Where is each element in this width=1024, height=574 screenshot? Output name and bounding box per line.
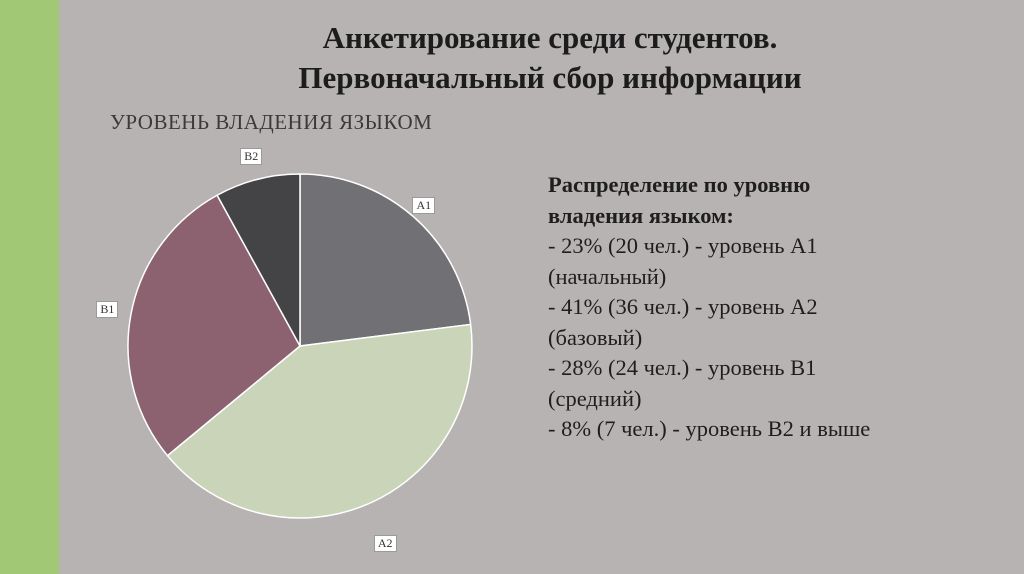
- info-line-a1-desc: (начальный): [548, 263, 667, 289]
- distribution-info: Распределение по уровню владения языком:…: [548, 170, 988, 445]
- info-heading-line-1: Распределение по уровню: [548, 172, 811, 197]
- info-line-b1-desc: (средний): [548, 385, 642, 411]
- pie-slice-b1: [127, 194, 301, 457]
- slice-label-b1: B1: [96, 300, 119, 318]
- slide-title: Анкетирование среди студентов. Первонача…: [120, 18, 980, 98]
- info-line-a2-desc: (базовый): [548, 324, 643, 350]
- slice-label-b2: B2: [240, 147, 263, 165]
- pie-slice-b2: [216, 173, 301, 347]
- slice-label-a2: A2: [373, 534, 397, 552]
- pie-slice-a2: [166, 323, 473, 519]
- slide-title-line-1: Анкетирование среди студентов.: [322, 20, 778, 55]
- pie-slice-a1: [299, 173, 472, 347]
- info-line-a2: - 41% (36 чел.) - уровень А2: [548, 294, 818, 319]
- info-line-b2: - 8% (7 чел.) - уровень В2 и выше: [548, 416, 871, 441]
- chart-title: УРОВЕНЬ ВЛАДЕНИЯ ЯЗЫКОМ: [110, 110, 433, 134]
- slide-title-line-2: Первоначальный сбор информации: [298, 60, 802, 95]
- slice-label-a1: A1: [412, 196, 436, 214]
- info-line-a1: - 23% (20 чел.) - уровень А1: [548, 233, 818, 258]
- accent-side-bar: [0, 0, 59, 574]
- info-heading-line-2: владения языком:: [548, 202, 734, 228]
- info-line-b1: - 28% (24 чел.) - уровень В1: [548, 355, 817, 380]
